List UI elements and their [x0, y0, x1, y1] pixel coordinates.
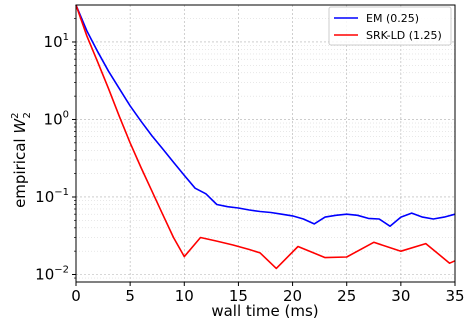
ticks-layer: 0 5 10 15 20 25 30 35 10−2 10−1 100 101: [35, 18, 465, 305]
x-tick-label: 0: [71, 287, 81, 305]
series-line-srk-ld: [75, 4, 456, 270]
legend: EM (0.25) SRK-LD (1.25): [328, 6, 452, 46]
x-axis-label: wall time (ms): [211, 302, 318, 320]
series-line-em: [75, 4, 456, 227]
y-axis-label-text: empirical: [11, 134, 29, 208]
y-tick-label: 100: [44, 109, 69, 128]
x-tick-label: 15: [229, 287, 248, 305]
y-tick-label: 101: [44, 32, 69, 51]
y-axis-label-subscript: 2: [22, 112, 33, 118]
series-layer: [75, 4, 456, 270]
x-tick-label: 25: [337, 287, 356, 305]
y-tick-label: 10−1: [35, 187, 69, 206]
x-tick-label: 10: [175, 287, 194, 305]
y-axis-label-superscript: 2: [10, 112, 21, 118]
y-tick-label: 10−2: [35, 264, 69, 283]
legend-label-srk-ld: SRK-LD (1.25): [366, 29, 442, 42]
x-tick-label: 30: [391, 287, 410, 305]
y-axis-label: empirical W22: [10, 112, 33, 208]
legend-box: [328, 6, 452, 46]
y-axis-label-symbol: W: [11, 118, 29, 134]
legend-label-em: EM (0.25): [366, 12, 419, 25]
plot-frame: [75, 4, 456, 283]
x-tick-label: 35: [445, 287, 464, 305]
x-tick-label: 5: [125, 287, 135, 305]
x-tick-label: 20: [283, 287, 302, 305]
grid-layer: [75, 5, 456, 282]
